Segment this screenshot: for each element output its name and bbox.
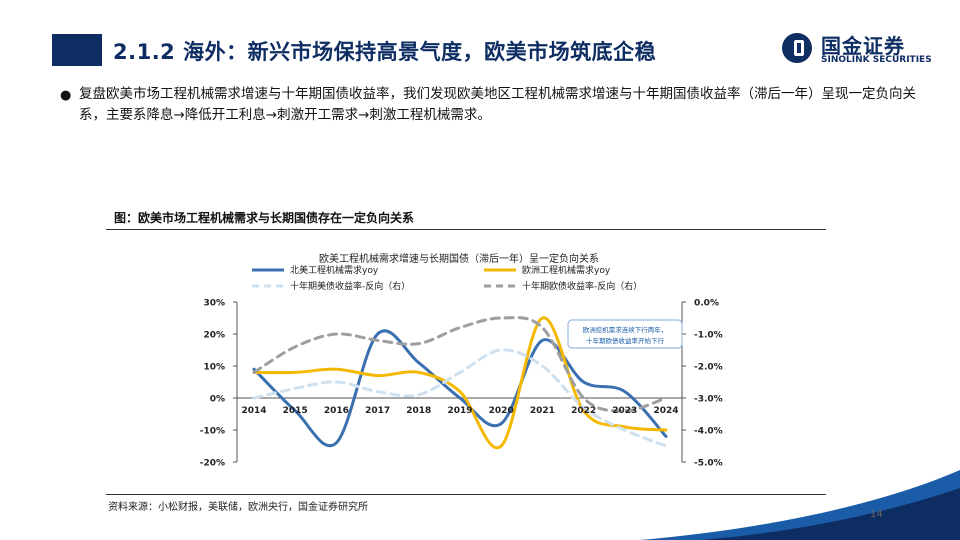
x-axis-tick-label: 2014 — [241, 406, 266, 416]
x-axis-tick-label: 2019 — [447, 406, 472, 416]
legend-label-1: 欧洲工程机械需求yoy — [522, 264, 611, 276]
left-axis-tick-label: 30% — [203, 299, 225, 309]
x-axis-tick-label: 2021 — [530, 406, 555, 416]
series-line-3 — [252, 316, 668, 413]
x-axis-tick-label: 2022 — [571, 406, 596, 416]
left-axis-tick-label: 10% — [203, 363, 225, 373]
x-axis-tick-label: 2024 — [653, 406, 678, 416]
x-axis-tick-label: 2020 — [489, 406, 514, 416]
x-axis-tick-label: 2016 — [324, 406, 349, 416]
annotation-text-line-2: 十年期欧债收益率开始下行 — [586, 336, 665, 345]
left-axis-tick-label: 0% — [210, 395, 225, 405]
figure-top-rule — [106, 229, 826, 230]
x-axis-tick-label: 2017 — [365, 406, 390, 416]
right-axis-tick-label: -5.0% — [694, 459, 723, 469]
chart-title: 欧美工程机械需求增速与长期国债（滞后一年）呈一定负向关系 — [319, 252, 599, 265]
series-line-1 — [252, 316, 668, 450]
legend-label-2: 十年期美债收益率-反向（右） — [290, 280, 410, 292]
figure-title: 图：欧美市场工程机械需求与长期国债存在一定负向关系 — [114, 211, 415, 225]
left-axis-tick-label: -20% — [200, 459, 225, 469]
right-axis-tick-label: -4.0% — [694, 427, 723, 437]
page-number: 14 — [870, 509, 883, 520]
legend-label-3: 十年期欧债收益率-反向（右） — [522, 280, 642, 292]
company-logo: 国金证券 SINOLINK SECURITIES — [781, 30, 951, 70]
sinolink-logo-icon — [782, 33, 812, 63]
bullet-dot-icon: ● — [60, 88, 72, 103]
x-axis-tick-label: 2015 — [283, 406, 308, 416]
figure-bottom-rule — [106, 494, 826, 495]
legend-label-0: 北美工程机械需求yoy — [290, 264, 379, 276]
logo-chinese-name: 国金证券 — [821, 34, 905, 58]
right-axis-tick-label: 0.0% — [694, 299, 719, 309]
left-axis-tick-label: -10% — [200, 427, 225, 437]
header-accent-bar — [52, 34, 102, 66]
bullet-paragraph: 复盘欧美市场工程机械需求增速与十年期国债收益率，我们发现欧美地区工程机械需求增速… — [79, 86, 916, 123]
series-line-2 — [252, 348, 668, 448]
annotation-text-line-1: 欧洲挖机需求连续下行两年， — [583, 325, 668, 334]
right-axis-tick-label: -2.0% — [694, 363, 723, 373]
x-axis-tick-label: 2018 — [406, 406, 431, 416]
logo-english-name: SINOLINK SECURITIES — [821, 55, 932, 65]
source-note: 资料来源：小松财报，美联储，欧洲央行，国金证券研究所 — [108, 502, 368, 513]
right-axis-tick-label: -3.0% — [694, 395, 723, 405]
annotation-box — [567, 319, 683, 349]
series-line-0 — [252, 329, 668, 447]
left-axis-tick-label: 20% — [203, 331, 225, 341]
x-axis-tick-label: 2023 — [612, 406, 637, 416]
page-title: 2.1.2 海外：新兴市场保持高景气度，欧美市场筑底企稳 — [113, 40, 657, 64]
right-axis-tick-label: -1.0% — [694, 331, 723, 341]
